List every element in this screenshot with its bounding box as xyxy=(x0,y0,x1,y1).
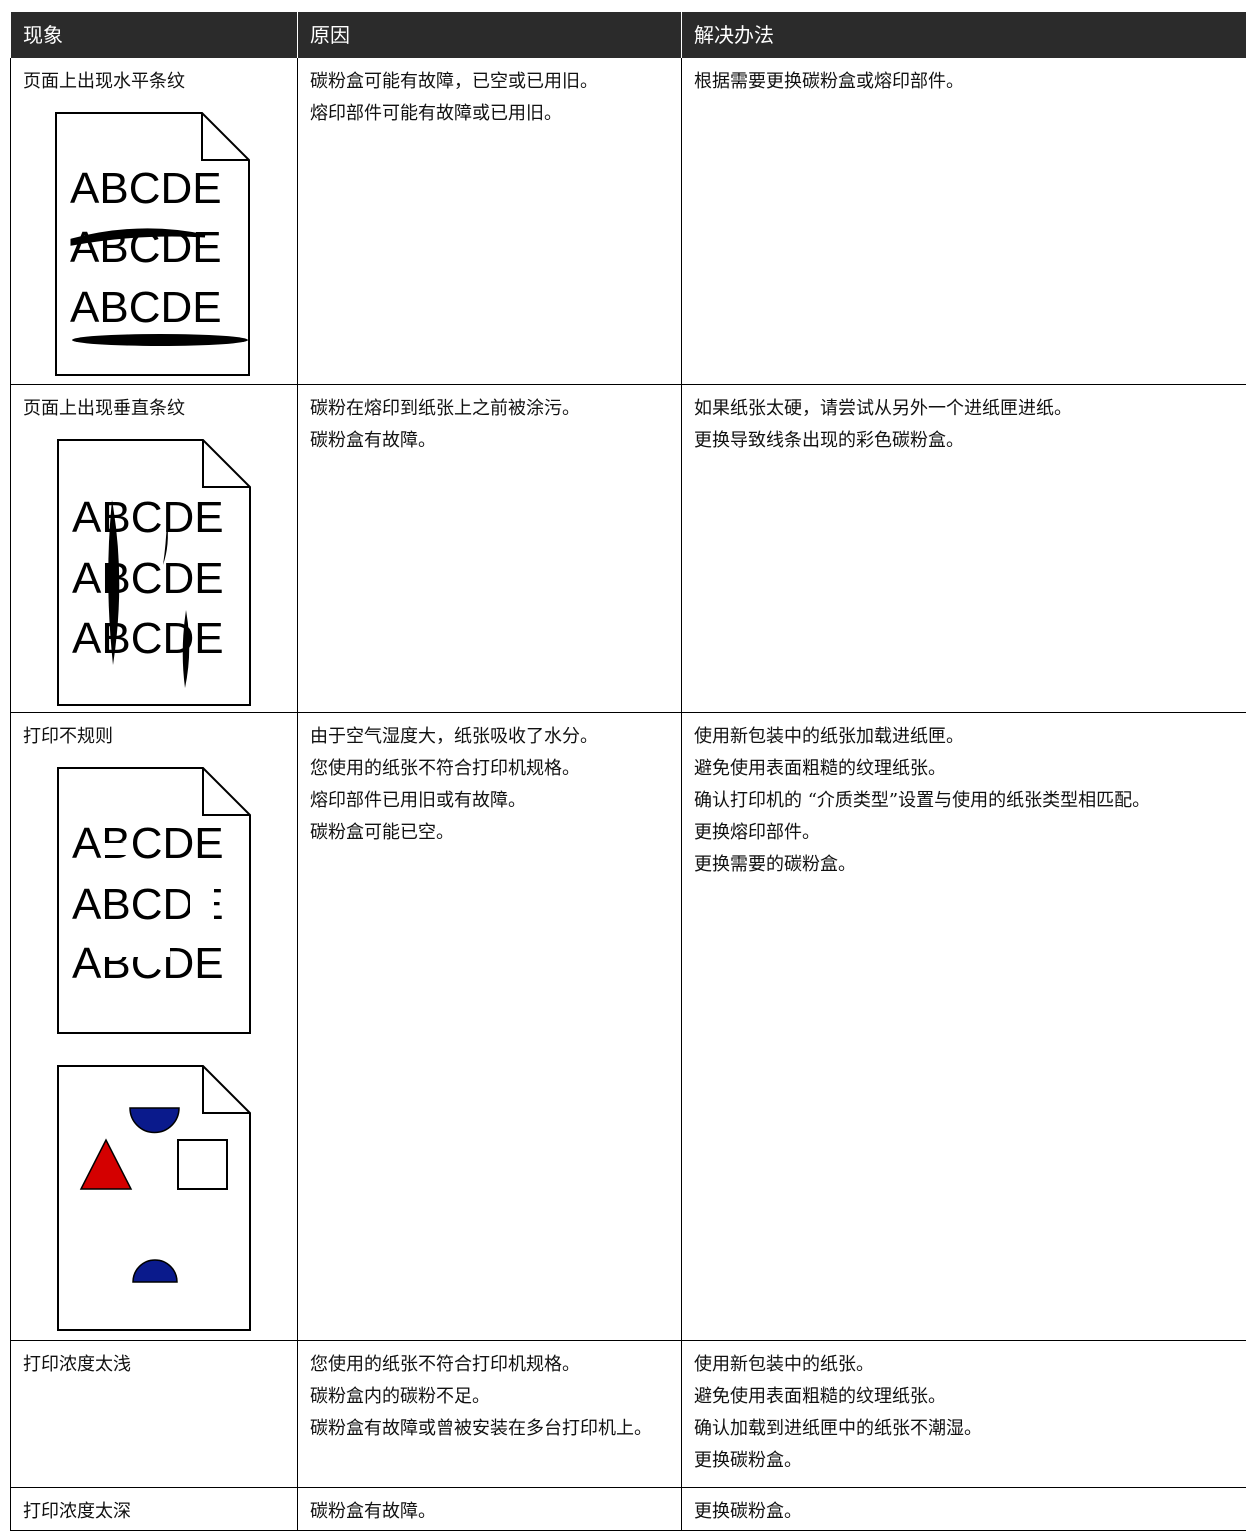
irregular-print-illustration: ABCDE ABCDE ABCDE xyxy=(57,767,251,1034)
horizontal-streaks-illustration: ABCDE ABCDE ABCDE xyxy=(55,112,250,376)
solution-text: 确认加载到进纸匣中的纸张不潮湿。 xyxy=(694,1418,982,1439)
column-header: 解决办法 xyxy=(681,12,1246,58)
symptom-text: 打印不规则 xyxy=(23,726,113,747)
table-cell: 页面上出现垂直条纹 xyxy=(10,385,297,713)
table-cell: 更换碳粉盒。 xyxy=(681,1488,1246,1531)
table-cell: 如果纸张太硬，请尝试从另外一个进纸匣进纸。 更换导致线条出现的彩色碳粉盒。 xyxy=(681,385,1246,713)
column-header: 原因 xyxy=(297,12,681,58)
sample-text: ABCDE xyxy=(72,493,224,542)
sample-text: ABCDE xyxy=(70,164,222,213)
cause-text: 碳粉盒内的碳粉不足。 xyxy=(310,1386,490,1407)
cause-text: 熔印部件已用旧或有故障。 xyxy=(310,790,526,811)
solution-text: 如果纸张太硬，请尝试从另外一个进纸匣进纸。 xyxy=(694,398,1072,419)
cause-text: 碳粉盒可能已空。 xyxy=(310,822,454,843)
solution-text: 更换熔印部件。 xyxy=(694,822,820,843)
table-cell: 使用新包装中的纸张加载进纸匣。 避免使用表面粗糙的纹理纸张。确认打印机的 “介质类… xyxy=(681,713,1246,1341)
solution-text: 使用新包装中的纸张。 xyxy=(694,1354,874,1375)
sample-text: ABCDE xyxy=(72,554,224,603)
solution-text: 避免使用表面粗糙的纹理纸张。 xyxy=(694,1386,946,1407)
cause-text: 碳粉在熔印到纸张上之前被涂污。 xyxy=(310,398,580,419)
cause-text: 碳粉盒有故障或曾被安装在多台打印机上。 xyxy=(310,1418,652,1439)
cause-text: 您使用的纸张不符合打印机规格。 xyxy=(310,758,580,779)
cause-text: 碳粉盒有故障。 xyxy=(310,430,436,451)
symptom-text: 页面上出现水平条纹 xyxy=(23,71,185,92)
sample-text: ABCDE xyxy=(70,283,222,332)
symptom-text: 打印浓度太深 xyxy=(23,1501,131,1522)
table-cell: 您使用的纸张不符合打印机规格。 碳粉盒内的碳粉不足。碳粉盒有故障或曾被安装在多台打… xyxy=(297,1341,681,1488)
table-cell: 碳粉在熔印到纸张上之前被涂污。 碳粉盒有故障。 xyxy=(297,385,681,713)
cause-text: 由于空气湿度大，纸张吸收了水分。 xyxy=(310,726,598,747)
solution-text: 更换碳粉盒。 xyxy=(694,1501,802,1522)
table-cell: 使用新包装中的纸张。避免使用表面粗糙的纹理纸张。确认加载到进纸匣中的纸张不潮湿。… xyxy=(681,1341,1246,1488)
column-header: 现象 xyxy=(10,12,297,58)
table-cell: 碳粉盒有故障。 xyxy=(297,1488,681,1531)
solution-text: 使用新包装中的纸张加载进纸匣。 xyxy=(694,726,964,747)
table-cell: 打印不规则 xyxy=(10,713,297,1341)
cause-text: 碳粉盒有故障。 xyxy=(310,1501,436,1522)
sample-text: ABCDE xyxy=(72,614,224,663)
solution-text: 避免使用表面粗糙的纹理纸张。 xyxy=(694,758,946,779)
cause-text: 碳粉盒可能有故障，已空或已用旧。 xyxy=(310,71,598,92)
table-cell: 由于空气湿度大，纸张吸收了水分。 您使用的纸张不符合打印机规格。 熔印部件已用旧或有… xyxy=(297,713,681,1341)
table-cell: 打印浓度太浅 xyxy=(10,1341,297,1488)
table-cell: 页面上出现水平条纹 xyxy=(10,58,297,385)
cause-text: 熔印部件可能有故障或已用旧。 xyxy=(310,103,562,124)
solution-text: 更换导致线条出现的彩色碳粉盒。 xyxy=(694,430,964,451)
solution-text: 确认打印机的 “介质类型”设置与使用的纸张类型相匹配。 xyxy=(694,790,1151,811)
symptom-text: 打印浓度太浅 xyxy=(23,1354,131,1375)
illustrations: ABCDE ABCDE ABCDE ABCDE ABCDE ABCDE ABCD… xyxy=(55,112,251,1331)
table-cell: 根据需要更换碳粉盒或熔印部件。 xyxy=(681,58,1246,385)
cause-text: 您使用的纸张不符合打印机规格。 xyxy=(310,1354,580,1375)
table-cell: 碳粉盒可能有故障，已空或已用旧。 熔印部件可能有故障或已用旧。 xyxy=(297,58,681,385)
vertical-streaks-illustration: ABCDE ABCDE ABCDE xyxy=(57,439,251,706)
symptom-text: 页面上出现垂直条纹 xyxy=(23,398,185,419)
sample-text: ABCDE xyxy=(72,819,224,868)
color-shapes-illustration xyxy=(57,1065,251,1331)
solution-text: 更换需要的碳粉盒。 xyxy=(694,854,856,875)
solution-text: 根据需要更换碳粉盒或熔印部件。 xyxy=(694,71,964,92)
solution-text: 更换碳粉盒。 xyxy=(694,1450,802,1471)
